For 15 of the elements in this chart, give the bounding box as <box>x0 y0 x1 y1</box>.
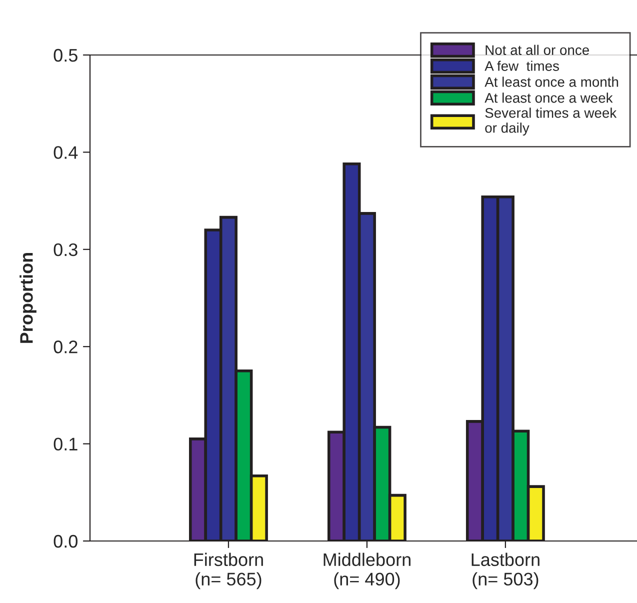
y-tick-label: 0.5 <box>54 48 78 62</box>
legend-label: Several times a week or daily <box>485 108 617 136</box>
x-tick-label: Firstborn (n= 565) <box>194 552 263 590</box>
x-tick-label: Middleborn (n= 490) <box>324 552 410 590</box>
y-tick-label: 0.4 <box>54 146 78 159</box>
y-tick-label: 0.1 <box>54 438 78 451</box>
y-tick-label: 0.3 <box>54 243 78 256</box>
legend-label: A few times <box>484 60 559 71</box>
y-tick-label: 0.2 <box>54 340 78 354</box>
x-tick-label: Lastborn (n= 503) <box>472 552 540 590</box>
legend-label: At least once a week <box>484 92 613 103</box>
y-axis-title: Proportion <box>20 252 36 343</box>
legend-label: Not at all or once <box>486 44 589 56</box>
y-tick-label: 0.0 <box>54 534 78 548</box>
legend-label: At least once a month <box>484 76 618 87</box>
